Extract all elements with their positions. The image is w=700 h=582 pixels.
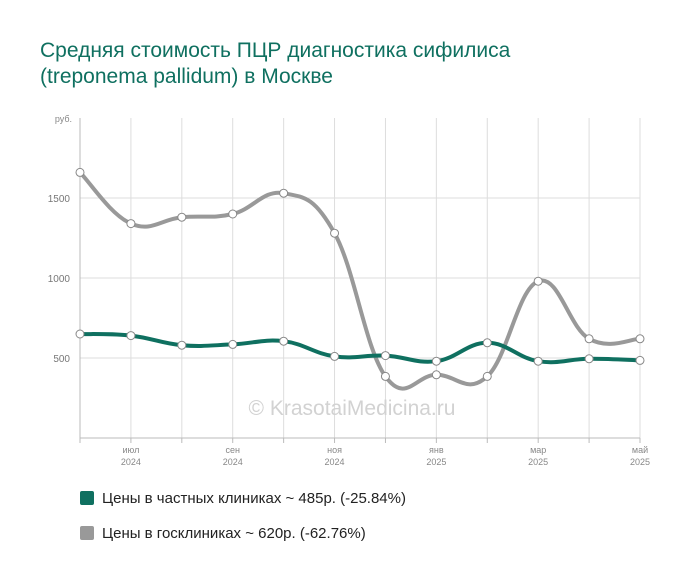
legend-item-public[interactable]: Цены в госклиниках ~ 620р. (-62.76%) xyxy=(80,523,406,543)
data-point xyxy=(75,329,85,339)
data-point xyxy=(380,371,390,381)
data-point xyxy=(533,276,543,286)
x-tick-label-month: сен xyxy=(225,445,240,455)
y-tick-label: 1000 xyxy=(48,274,71,285)
chart-legend: Цены в частных клиниках ~ 485р. (-25.84%… xyxy=(80,488,406,558)
series-private-clinics xyxy=(75,329,645,366)
data-point xyxy=(228,339,238,349)
data-point xyxy=(126,331,136,341)
x-tick-label-year: 2024 xyxy=(325,457,345,467)
series-line xyxy=(78,332,642,365)
chart-title: Средняя стоимость ПЦР диагностика сифили… xyxy=(40,38,680,90)
y-unit-label: руб. xyxy=(55,114,72,124)
data-point xyxy=(279,336,289,346)
x-tick-label-month: янв xyxy=(429,445,444,455)
x-tick-label-month: мар xyxy=(530,445,546,455)
x-tick-label-year: 2024 xyxy=(223,457,243,467)
legend-swatch-private xyxy=(80,491,94,505)
watermark: © KrasotaiMedicina.ru xyxy=(249,397,456,420)
y-tick-label: 500 xyxy=(53,354,70,365)
data-point xyxy=(584,354,594,364)
x-tick-label-month: ноя xyxy=(327,445,342,455)
chart-title-line-1: Средняя стоимость ПЦР диагностика сифили… xyxy=(40,39,511,62)
data-point xyxy=(482,371,492,381)
data-point xyxy=(330,351,340,361)
data-point xyxy=(380,351,390,361)
data-point xyxy=(330,228,340,238)
x-tick-label-year: 2025 xyxy=(528,457,548,467)
legend-swatch-public xyxy=(80,526,94,540)
chart-title-line-2: (treponema pallidum) в Москве xyxy=(40,65,333,88)
data-point xyxy=(635,334,645,344)
x-tick-label-year: 2025 xyxy=(630,457,650,467)
x-tick-label-year: 2024 xyxy=(121,457,141,467)
data-point xyxy=(177,340,187,350)
data-point xyxy=(177,212,187,222)
legend-label-private: Цены в частных клиниках ~ 485р. (-25.84%… xyxy=(102,489,406,507)
y-tick-label: 1500 xyxy=(48,194,71,205)
data-point xyxy=(431,370,441,380)
data-point xyxy=(431,356,441,366)
data-point xyxy=(279,188,289,198)
data-point xyxy=(126,219,136,229)
line-chart: 500 1000 1500 руб. июл 2024 сен 2024 ноя 2024 янв 2… xyxy=(48,114,650,467)
data-point xyxy=(228,209,238,219)
data-point xyxy=(635,355,645,365)
x-tick-label-month: май xyxy=(632,445,648,455)
data-point xyxy=(482,338,492,348)
data-point xyxy=(584,334,594,344)
legend-label-public: Цены в госклиниках ~ 620р. (-62.76%) xyxy=(102,524,366,542)
x-tick-label-year: 2025 xyxy=(426,457,446,467)
data-point xyxy=(75,167,85,177)
series-public-clinics xyxy=(75,167,645,391)
data-point xyxy=(533,356,543,366)
x-tick-label-month: июл xyxy=(122,445,139,455)
legend-item-private[interactable]: Цены в частных клиниках ~ 485р. (-25.84%… xyxy=(80,488,406,508)
